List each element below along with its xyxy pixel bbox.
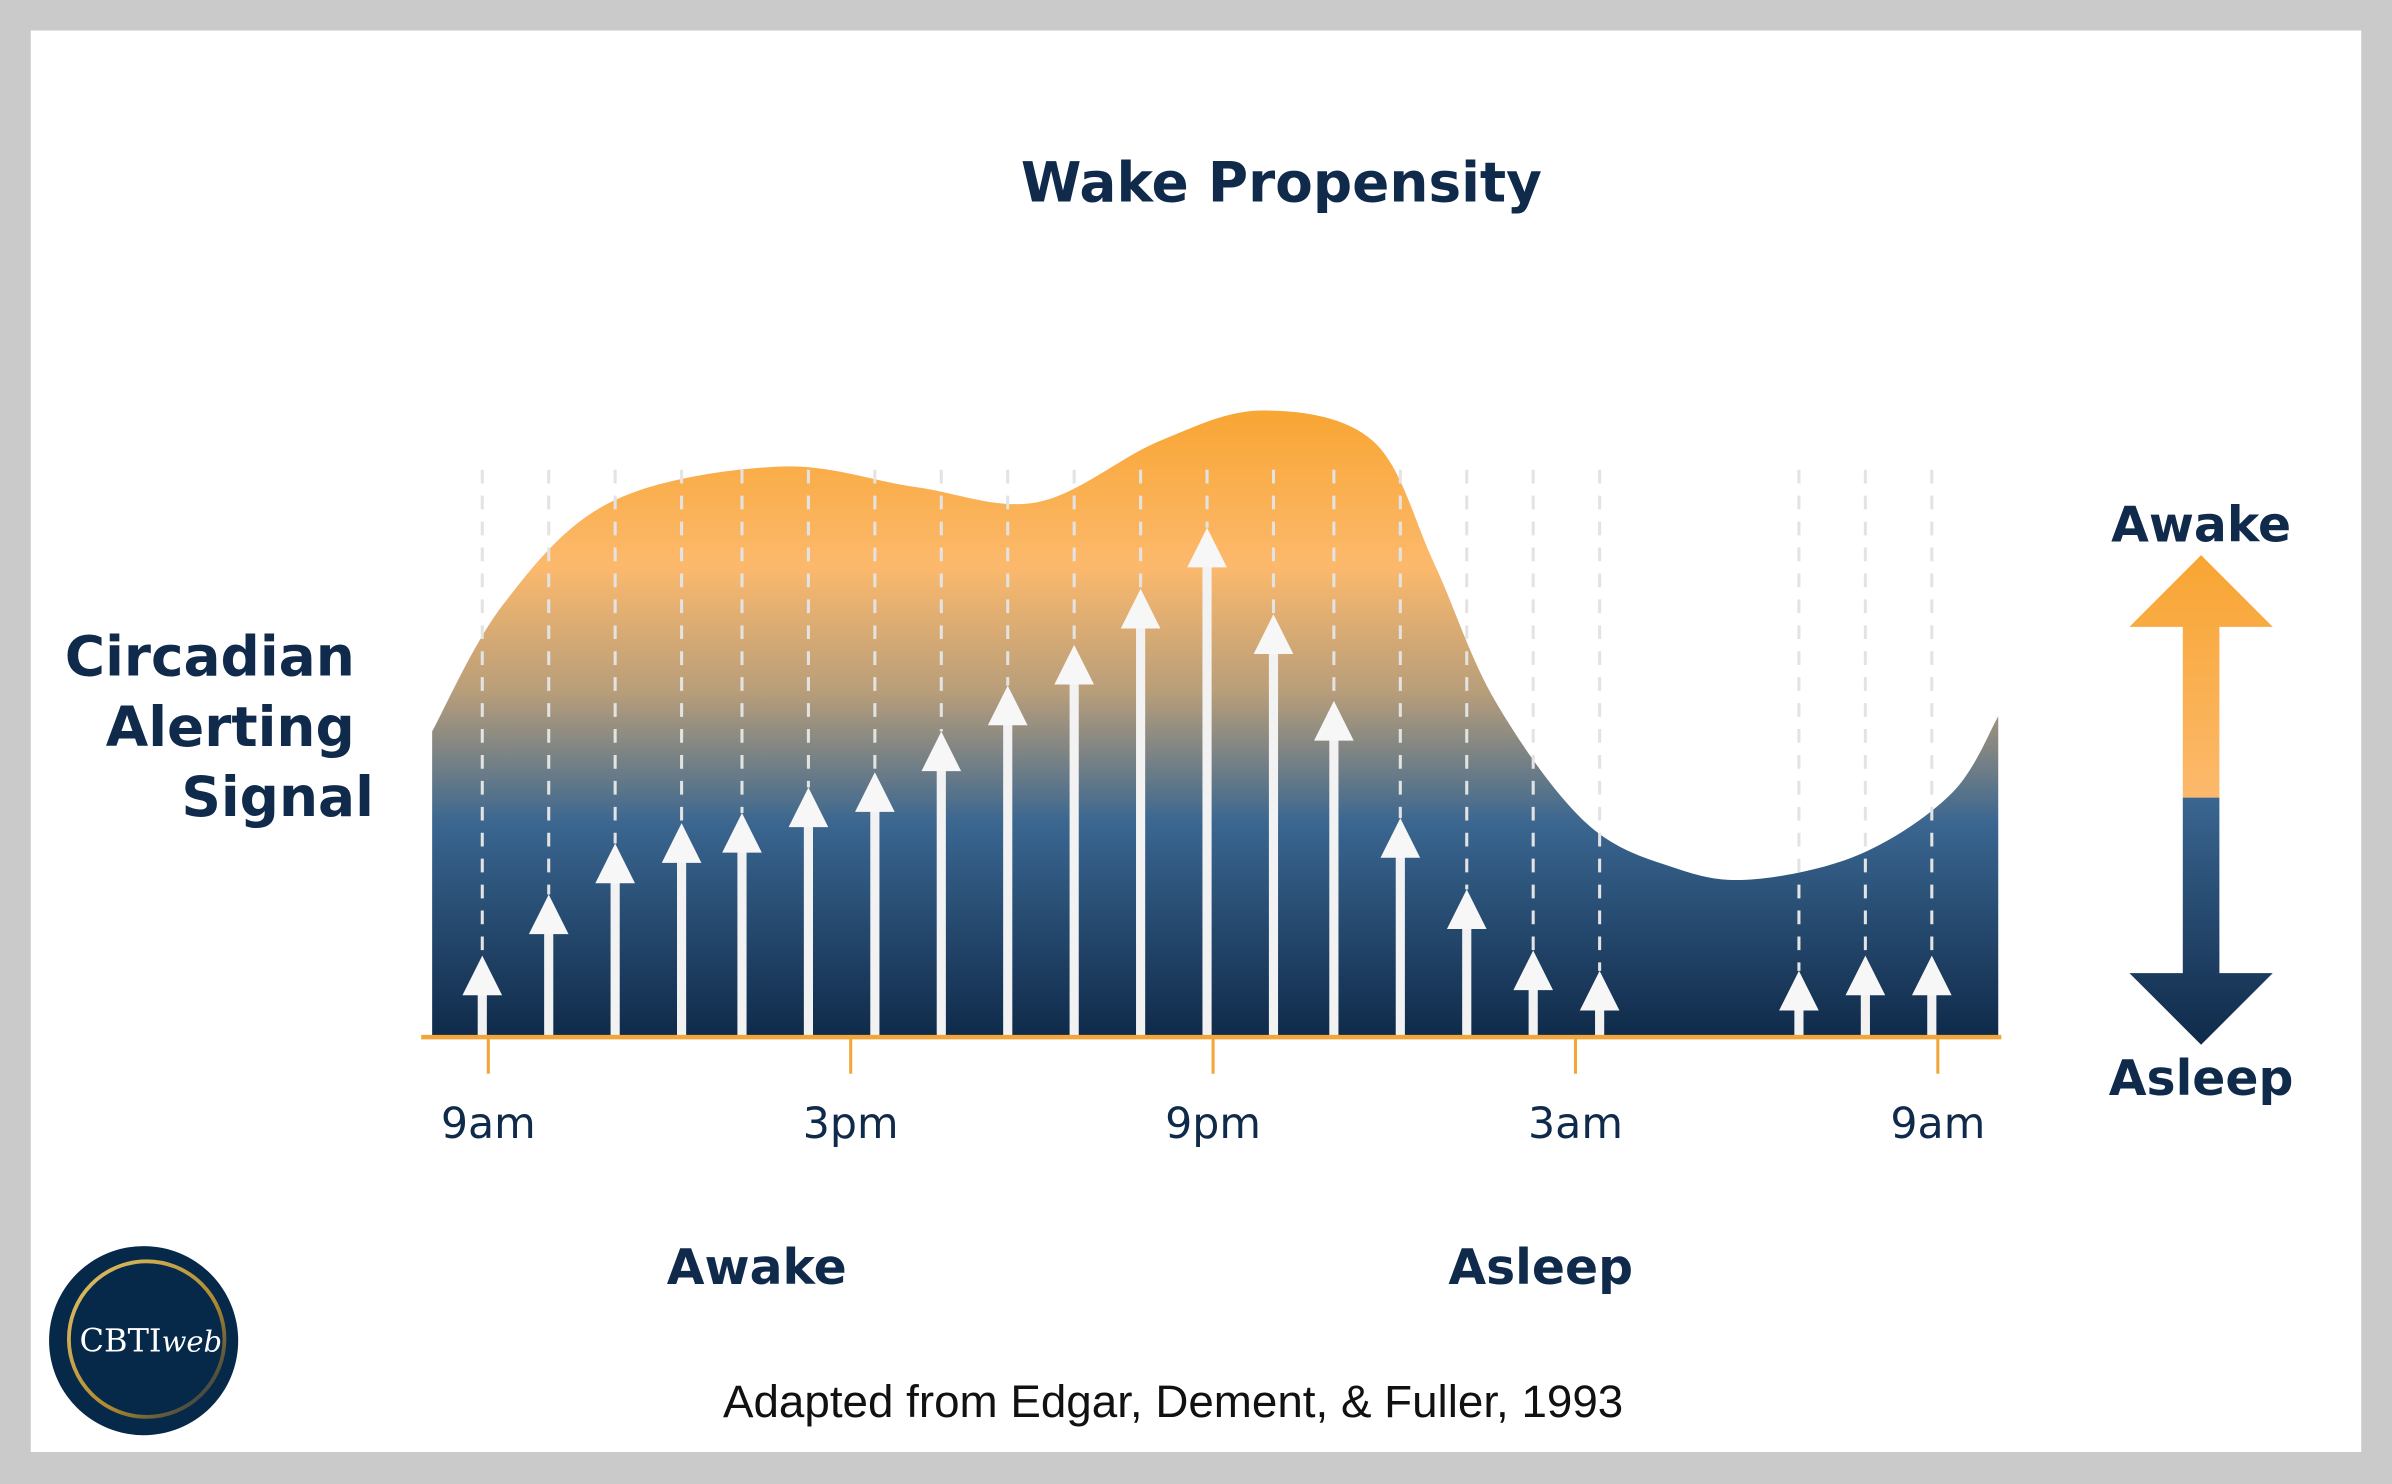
arrow-down-icon <box>2129 797 2273 1045</box>
arrow-up-icon <box>855 772 895 1038</box>
arrow-up-icon <box>987 685 1028 1038</box>
scale-bottom-label: Asleep <box>2109 1050 2294 1107</box>
arrow-up-icon <box>1579 970 1620 1038</box>
arrow-up-icon <box>1911 955 1952 1038</box>
wake-propensity-area <box>432 410 1999 1038</box>
x-tick-label: 9am <box>1890 1099 1985 1149</box>
logo-text: CBTIweb <box>80 1321 223 1359</box>
scale-top-label: Awake <box>2111 496 2291 553</box>
arrow-up-icon <box>1380 818 1421 1038</box>
arrow-up-icon <box>1845 955 1886 1038</box>
arrow-up-icon <box>462 955 503 1038</box>
x-tick-label: 3am <box>1528 1099 1623 1149</box>
arrow-up-icon <box>921 731 962 1038</box>
alerting-arrows <box>462 527 1952 1038</box>
arrow-up-icon <box>1253 614 1294 1038</box>
arrow-up-icon <box>1314 700 1354 1038</box>
arrow-up-icon <box>1513 950 1554 1038</box>
y-label-line: Signal <box>181 765 374 829</box>
source-caption: Adapted from Edgar, Dement, & Fuller, 19… <box>723 1376 1623 1427</box>
chart-title: Wake Propensity <box>1021 150 1542 214</box>
arrow-up-icon <box>1187 527 1227 1038</box>
arrow-up-icon <box>528 894 569 1038</box>
arrow-up-icon <box>661 823 702 1038</box>
cbtiweb-logo: CBTIweb <box>49 1246 239 1436</box>
arrow-up-icon <box>2129 555 2273 798</box>
region-label-awake: Awake <box>667 1239 847 1296</box>
arrow-up-icon <box>595 843 635 1038</box>
awake-asleep-scale-arrow: Awake Asleep <box>2109 496 2294 1107</box>
arrow-up-icon <box>1054 644 1094 1038</box>
arrow-up-icon <box>1779 970 1819 1038</box>
region-label-asleep: Asleep <box>1448 1239 1633 1296</box>
x-tick-label: 9am <box>441 1099 536 1149</box>
arrow-up-icon <box>788 787 829 1038</box>
x-tick-label: 3pm <box>803 1099 899 1149</box>
y-label-line: Circadian <box>65 625 355 689</box>
x-ticks: 9am 3pm 9pm 3am 9am <box>441 1037 1985 1149</box>
y-axis-label: Circadian Alerting Signal <box>65 625 374 829</box>
arrow-up-icon <box>1120 588 1161 1038</box>
arrow-up-icon <box>1446 889 1487 1038</box>
dashed-guides <box>480 469 1934 971</box>
x-tick-label: 9pm <box>1165 1099 1261 1149</box>
arrow-up-icon <box>722 812 762 1038</box>
y-label-line: Alerting <box>106 695 355 759</box>
